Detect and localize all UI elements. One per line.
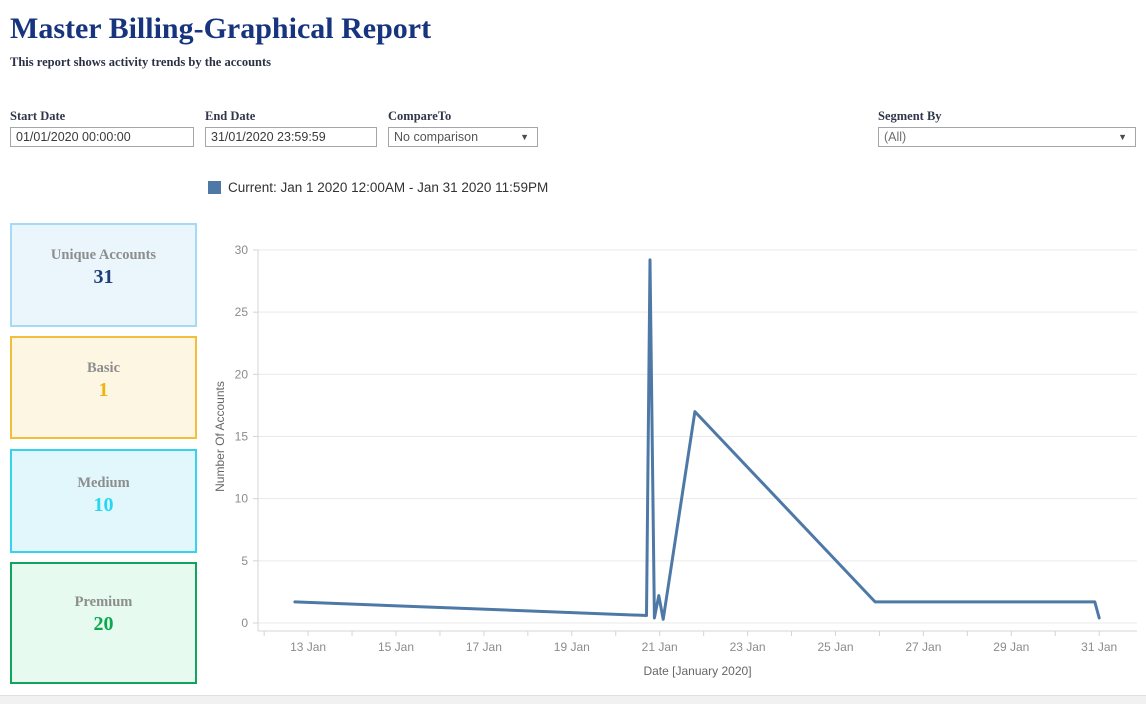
chart-legend: Current: Jan 1 2020 12:00AM - Jan 31 202… [208,180,548,195]
y-axis-title: Number Of Accounts [213,381,227,492]
x-axis-title: Date [January 2020] [643,664,751,678]
stat-card-label: Unique Accounts [50,247,157,263]
x-tick-label: 15 Jan [378,640,414,654]
y-tick-label: 20 [235,367,249,381]
page-title: Master Billing-Graphical Report [10,12,432,45]
y-tick-label: 0 [241,616,248,630]
trend-line-chart[interactable]: 0 5 10 15 20 25 30 13 Jan 15 Jan 17 Jan 19 Jan 21 J… [210,228,1146,698]
compare-to-value: No comparison [394,130,479,144]
compare-to-label: CompareTo [388,109,452,123]
x-tick-label: 23 Jan [730,640,766,654]
stat-card-label: Medium [77,475,130,491]
trend-line[interactable] [293,258,1101,621]
legend-label: Current: Jan 1 2020 12:00AM - Jan 31 202… [228,180,549,195]
horizontal-scrollbar[interactable] [0,695,1146,704]
x-tick-label: 17 Jan [466,640,502,654]
stat-card-value: 1 [98,379,109,401]
x-tick-label: 13 Jan [290,640,326,654]
start-date-input[interactable] [10,127,194,147]
y-tick-label: 15 [235,430,249,444]
compare-to-select[interactable]: No comparison ▼ [388,127,538,147]
y-tick-label: 5 [241,554,248,568]
segment-by-select[interactable]: (All) ▼ [878,127,1136,147]
segment-by-label: Segment By [878,109,942,123]
stat-card-premium: Premium 20 [10,562,197,684]
end-date-label: End Date [205,109,256,123]
x-tick-label: 25 Jan [817,640,853,654]
y-tick-label: 30 [235,243,249,257]
chevron-down-icon: ▼ [1118,131,1127,142]
stat-card-value: 20 [93,613,114,635]
stat-card-label: Basic [86,360,121,376]
page-subtitle: This report shows activity trends by the… [10,55,272,69]
chevron-down-icon: ▼ [520,131,529,142]
stat-card-basic: Basic 1 [10,336,197,439]
x-tick-label: 27 Jan [905,640,941,654]
stat-card-medium: Medium 10 [10,449,197,553]
x-tick-label: 31 Jan [1081,640,1117,654]
x-tick-label: 19 Jan [554,640,590,654]
x-tick-label: 21 Jan [642,640,678,654]
stat-card-unique-accounts: Unique Accounts 31 [10,223,197,327]
legend-swatch [208,181,221,194]
y-tick-label: 10 [235,492,249,506]
x-tick-label: 29 Jan [993,640,1029,654]
start-date-label: Start Date [10,109,66,123]
segment-by-value: (All) [884,130,907,144]
stat-card-label: Premium [74,594,133,610]
end-date-input[interactable] [205,127,377,147]
stat-card-value: 31 [93,266,114,288]
stat-card-value: 10 [93,494,114,516]
y-tick-label: 25 [235,305,249,319]
